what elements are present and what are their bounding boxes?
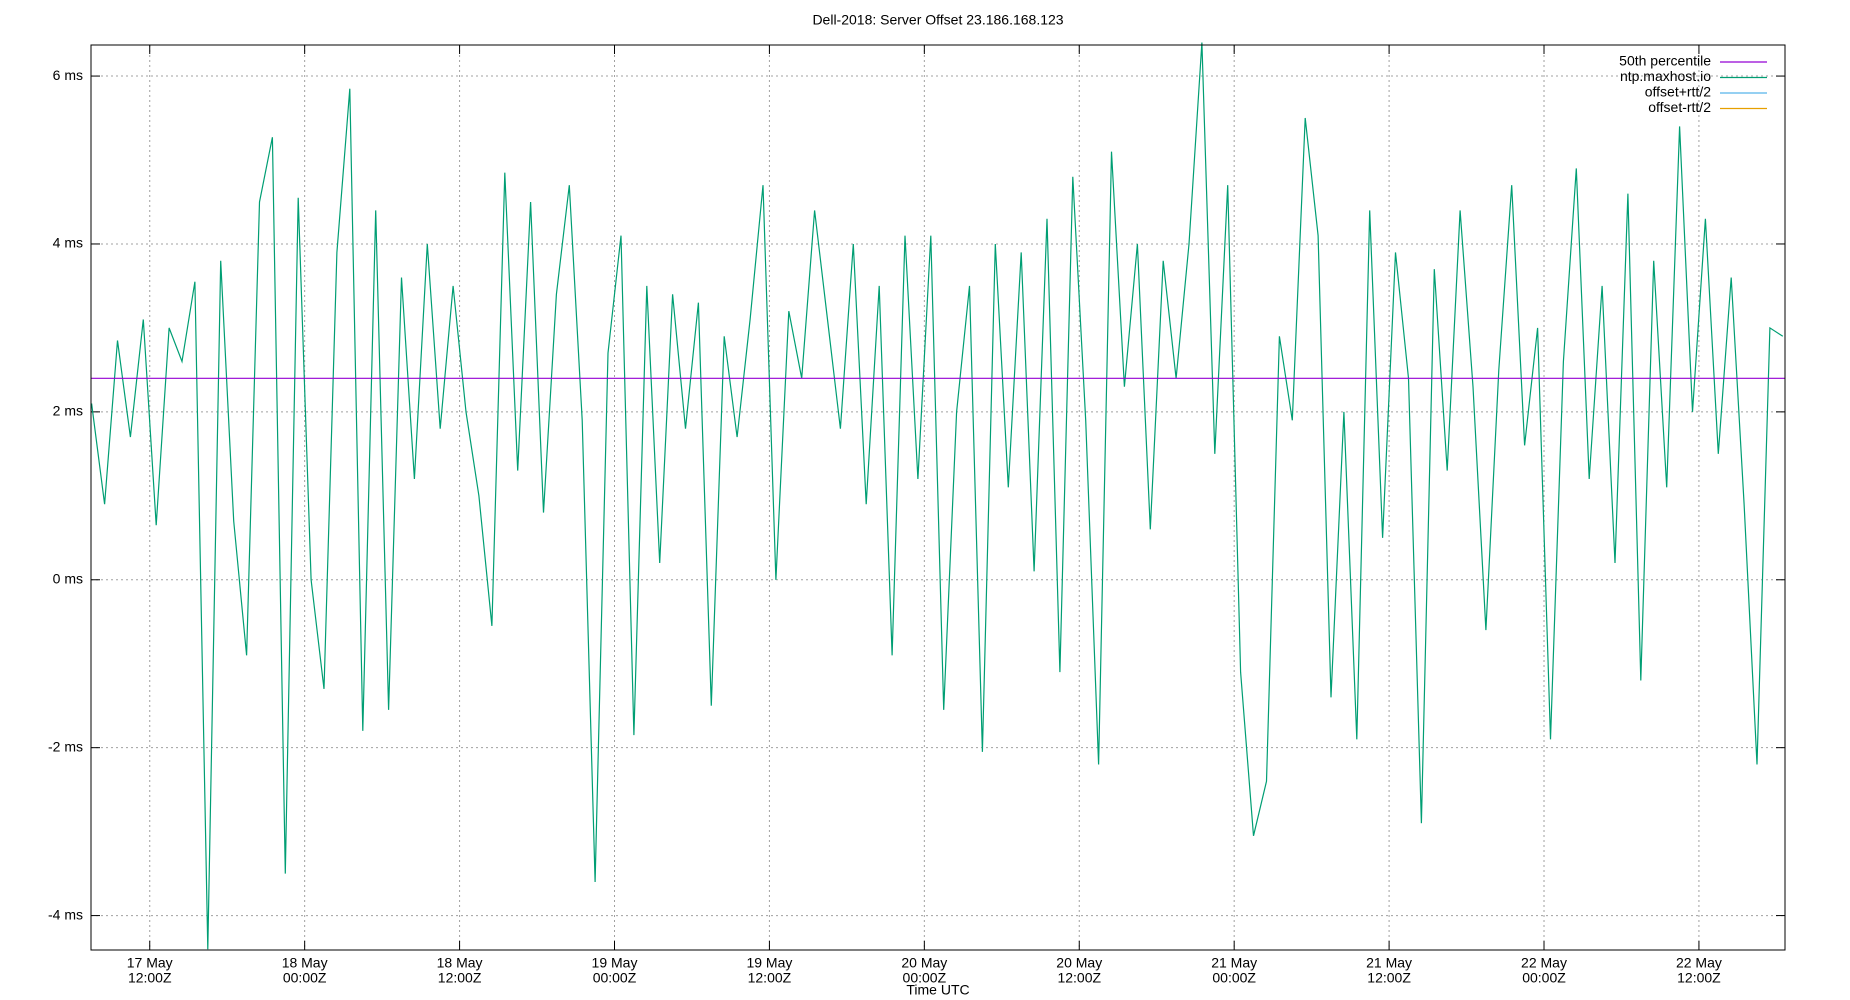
x-axis-title: Time UTC — [906, 982, 969, 998]
legend-label: ntp.maxhost.io — [1620, 68, 1711, 84]
y-tick-label: -4 ms — [48, 906, 83, 922]
y-tick-label: 6 ms — [53, 67, 83, 83]
data-line — [91, 42, 1784, 950]
x-tick-label: 19 May — [592, 955, 638, 971]
x-tick-label: 00:00Z — [1522, 970, 1566, 986]
legend-label: 50th percentile — [1619, 53, 1711, 69]
x-tick-label: 12:00Z — [1057, 970, 1101, 986]
chart-title: Dell-2018: Server Offset 23.186.168.123 — [812, 12, 1063, 28]
plot-frame — [90, 44, 1786, 951]
x-tick-label: 22 May — [1521, 955, 1567, 971]
x-tick-label: 12:00Z — [1677, 970, 1721, 986]
x-tick-label: 18 May — [437, 955, 483, 971]
x-tick-label: 12:00Z — [748, 970, 792, 986]
x-tick-label: 12:00Z — [438, 970, 482, 986]
x-tick-label: 17 May — [127, 955, 173, 971]
x-tick-label: 21 May — [1211, 955, 1257, 971]
y-tick-label: 2 ms — [53, 403, 83, 419]
x-tick-label: 00:00Z — [903, 970, 947, 986]
x-tick-label: 21 May — [1366, 955, 1412, 971]
legend-label: offset+rtt/2 — [1645, 84, 1711, 100]
x-tick-label: 20 May — [901, 955, 947, 971]
x-tick-label: 00:00Z — [593, 970, 637, 986]
x-tick-label: 12:00Z — [1367, 970, 1411, 986]
x-tick-label: 00:00Z — [1212, 970, 1256, 986]
x-tick-label: 22 May — [1676, 955, 1722, 971]
x-tick-label: 20 May — [1056, 955, 1102, 971]
x-tick-label: 18 May — [282, 955, 328, 971]
y-tick-label: -2 ms — [48, 738, 83, 754]
x-tick-label: 00:00Z — [283, 970, 327, 986]
y-tick-label: 0 ms — [53, 570, 83, 586]
legend-label: offset-rtt/2 — [1648, 99, 1711, 115]
x-tick-label: 19 May — [746, 955, 792, 971]
y-tick-label: 4 ms — [53, 235, 83, 251]
x-tick-label: 12:00Z — [128, 970, 172, 986]
